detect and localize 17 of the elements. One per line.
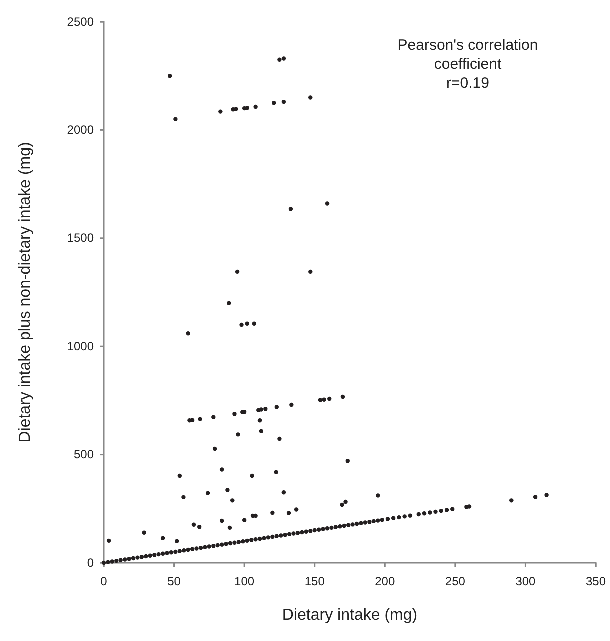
x-tick-label: 350 (586, 574, 606, 589)
x-tick-label: 100 (234, 574, 255, 589)
x-tick-label: 300 (516, 574, 536, 589)
x-tick-label: 250 (445, 574, 466, 589)
y-tick-label: 1000 (67, 339, 94, 354)
annotation: Pearson's correlation coefficient r=0.19 (398, 37, 538, 92)
y-axis-title: Dietary intake plus non-dietary intake (mg) (17, 142, 34, 443)
y-tick-label: 1500 (67, 231, 94, 246)
y-tick-label: 2000 (67, 123, 94, 138)
x-tick-label: 150 (304, 574, 326, 589)
y-tick-label: 500 (74, 448, 94, 462)
y-tick-label: 0 (87, 556, 94, 570)
x-axis-title: Dietary intake (mg) (282, 607, 418, 624)
x-tick-label: 200 (375, 574, 396, 589)
x-tick-label: 50 (168, 574, 182, 589)
x-tick-label: 0 (100, 574, 108, 589)
y-tick-label: 2500 (67, 14, 94, 29)
